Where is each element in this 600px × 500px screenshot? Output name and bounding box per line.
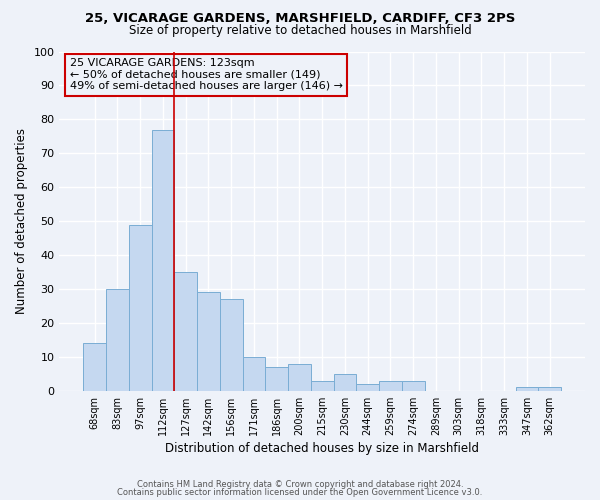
Bar [152, 130, 175, 391]
Bar [402, 380, 425, 391]
Bar [175, 272, 197, 391]
Bar [288, 364, 311, 391]
Bar [220, 299, 242, 391]
Bar [197, 292, 220, 391]
Text: Contains public sector information licensed under the Open Government Licence v3: Contains public sector information licen… [118, 488, 482, 497]
Bar [515, 388, 538, 391]
Text: Contains HM Land Registry data © Crown copyright and database right 2024.: Contains HM Land Registry data © Crown c… [137, 480, 463, 489]
Bar [83, 344, 106, 391]
Text: 25, VICARAGE GARDENS, MARSHFIELD, CARDIFF, CF3 2PS: 25, VICARAGE GARDENS, MARSHFIELD, CARDIF… [85, 12, 515, 26]
Text: Size of property relative to detached houses in Marshfield: Size of property relative to detached ho… [128, 24, 472, 37]
Bar [311, 380, 334, 391]
Bar [106, 289, 129, 391]
Bar [379, 380, 402, 391]
X-axis label: Distribution of detached houses by size in Marshfield: Distribution of detached houses by size … [165, 442, 479, 455]
Bar [265, 367, 288, 391]
Bar [334, 374, 356, 391]
Bar [242, 357, 265, 391]
Text: 25 VICARAGE GARDENS: 123sqm
← 50% of detached houses are smaller (149)
49% of se: 25 VICARAGE GARDENS: 123sqm ← 50% of det… [70, 58, 343, 92]
Bar [538, 388, 561, 391]
Bar [129, 224, 152, 391]
Y-axis label: Number of detached properties: Number of detached properties [15, 128, 28, 314]
Bar [356, 384, 379, 391]
